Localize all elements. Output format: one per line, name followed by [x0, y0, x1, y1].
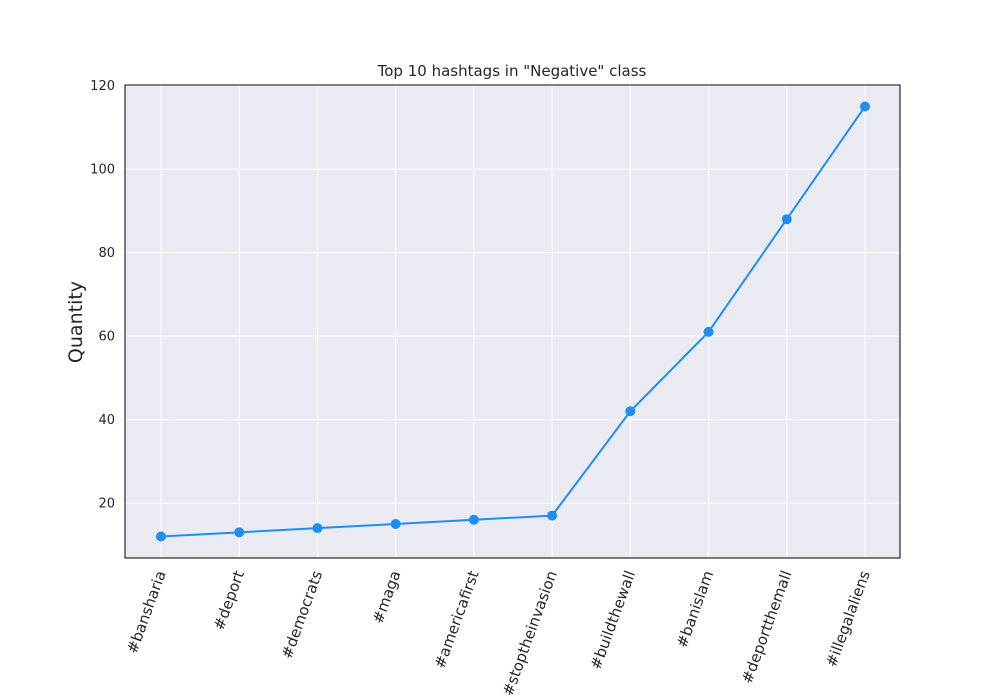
x-tick-label: #maga — [369, 568, 405, 626]
x-tick-label: #democrats — [278, 568, 327, 661]
y-tick-label: 60 — [98, 330, 115, 345]
y-tick-label: 80 — [98, 246, 115, 261]
x-tick-label: #bansharia — [123, 568, 170, 656]
y-tick-label: 20 — [98, 497, 115, 512]
y-axis-label: Quantity — [65, 281, 87, 363]
x-tick-label: #banislam — [673, 568, 718, 650]
data-point — [860, 101, 870, 112]
data-point — [468, 514, 479, 525]
x-tick-label: #buildthewall — [587, 568, 639, 672]
grid — [125, 85, 900, 558]
x-tick-label: #deport — [210, 568, 248, 633]
x-axis-ticks: #bansharia #deport #democrats #maga #america… — [123, 568, 874, 698]
data-point — [390, 518, 401, 529]
data-point — [625, 406, 636, 417]
data-point — [156, 531, 166, 542]
x-tick-label: #illegalaliens — [822, 568, 874, 669]
series-line — [160, 105, 866, 538]
data-point — [234, 527, 245, 538]
data-point — [781, 214, 792, 225]
x-tick-label: #stoptheinvasion — [499, 568, 561, 698]
series-line-group — [156, 101, 870, 542]
data-point — [703, 326, 714, 337]
y-tick-label: 120 — [90, 79, 115, 94]
data-point — [312, 523, 323, 534]
plot-background — [125, 85, 900, 558]
y-tick-label: 40 — [98, 413, 115, 428]
x-tick-label: #deportthemall — [738, 568, 796, 686]
y-axis-ticks: 20 40 60 80 100 120 — [90, 79, 115, 511]
plot-frame — [124, 84, 901, 559]
chart-title: Top 10 hashtags in "Negative" class — [377, 62, 647, 80]
y-tick-label: 100 — [90, 163, 115, 178]
data-point — [547, 510, 558, 521]
x-tick-label: #americafirst — [431, 568, 483, 671]
